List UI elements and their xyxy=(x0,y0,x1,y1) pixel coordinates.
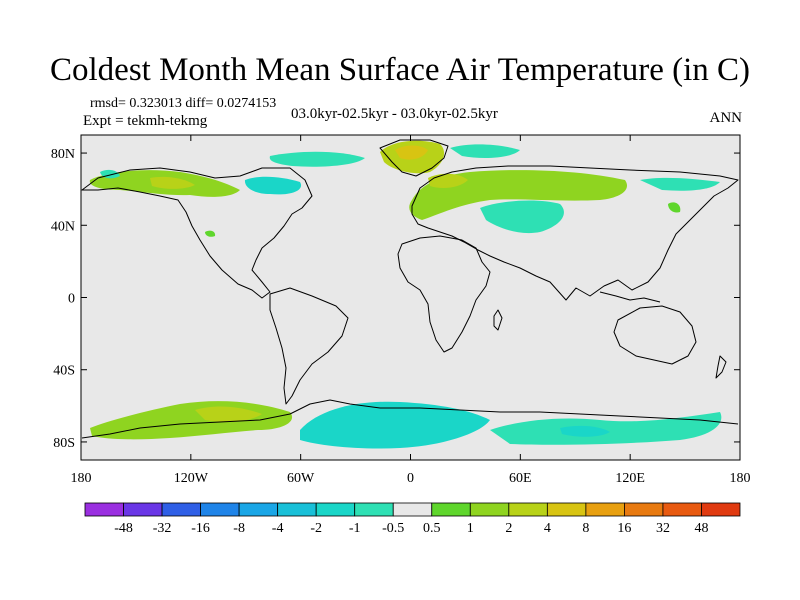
colorbar-label: -16 xyxy=(191,521,210,536)
colorbar-label: -32 xyxy=(153,521,172,536)
lat-tick-label: 0 xyxy=(68,292,75,307)
colorbar-label: -0.5 xyxy=(382,521,404,536)
coastlines xyxy=(81,139,739,439)
coast-indonesia xyxy=(599,291,661,303)
anomaly-canada-cool xyxy=(244,176,302,195)
experiment-label: Expt = tekmh-tekmg xyxy=(83,113,208,129)
anomaly-nam-patch xyxy=(205,230,216,237)
colorbar-swatch xyxy=(123,502,163,517)
anomaly-so-indian xyxy=(490,412,722,445)
lat-tick-label: 80S xyxy=(53,436,75,451)
colorbar-label: -2 xyxy=(310,521,322,536)
coast-antarctica xyxy=(81,399,739,439)
colorbar-swatch xyxy=(84,502,124,517)
coast-north-america xyxy=(81,167,313,299)
colorbar: -48 -32 -16 -8 -4 -2 -1 -0.5 0.5 1 2 4 8 16 32 48 xyxy=(84,502,741,536)
coast-australia xyxy=(613,305,697,365)
colorbar-label: 1 xyxy=(467,521,474,536)
colorbar-label: -1 xyxy=(349,521,361,536)
colorbar-swatch xyxy=(354,502,394,517)
lon-tick-label: 180 xyxy=(71,471,92,486)
colorbar-label: 48 xyxy=(694,521,708,536)
anomaly-svalbard-cool xyxy=(450,144,520,158)
lat-tick-label: 40N xyxy=(51,219,75,234)
coast-madagascar xyxy=(493,309,503,331)
colorbar-swatch xyxy=(701,502,741,517)
lat-tick-label: 40S xyxy=(53,364,75,379)
lon-tick-label: 180 xyxy=(730,471,751,486)
axis-ticks xyxy=(80,135,741,460)
lon-tick-label: 60W xyxy=(287,471,315,486)
colorbar-swatch xyxy=(469,502,510,517)
colorbar-swatch xyxy=(238,502,279,517)
axis-labels: 180 120W 60W 0 60E 120E 180 80N 40N 0 40S 80S xyxy=(51,147,751,486)
coast-africa xyxy=(397,235,491,353)
season-label: ANN xyxy=(709,110,743,126)
colorbar-label: 0.5 xyxy=(423,521,441,536)
colorbar-label: 8 xyxy=(582,521,589,536)
lon-tick-label: 0 xyxy=(407,471,414,486)
colorbar-label: 2 xyxy=(505,521,512,536)
map-title: Coldest Month Mean Surface Air Temperatu… xyxy=(50,52,750,88)
anomaly-alaska-core xyxy=(150,176,195,189)
lat-tick-label: 80N xyxy=(51,147,75,162)
lon-tick-label: 120E xyxy=(615,471,645,486)
colorbar-swatch xyxy=(546,502,587,517)
lon-tick-label: 60E xyxy=(509,471,532,486)
colorbar-label: 32 xyxy=(656,521,670,536)
anomaly-greenland-core xyxy=(395,145,428,160)
colorbar-label: -48 xyxy=(114,521,133,536)
coast-greenland xyxy=(379,139,449,177)
anomaly-scandinavia-core xyxy=(428,173,468,188)
colorbar-swatch xyxy=(624,502,664,517)
colorbar-swatch xyxy=(662,502,702,517)
colorbar-swatch xyxy=(585,502,625,517)
colorbar-swatch xyxy=(315,502,356,517)
coast-new-zealand xyxy=(715,355,727,379)
anomaly-arctic-cool xyxy=(269,151,365,167)
anomaly-so-pacific-core xyxy=(195,406,262,422)
anomaly-so-indian-cool xyxy=(560,425,610,437)
coast-south-america xyxy=(269,287,349,405)
anomaly-east-asia xyxy=(640,177,720,191)
colorbar-swatch xyxy=(431,502,471,517)
colorbar-label: -4 xyxy=(272,521,284,536)
colorbar-swatch xyxy=(508,502,548,517)
colorbar-swatch xyxy=(161,502,201,517)
colorbar-swatch xyxy=(277,502,317,517)
colorbar-label: -8 xyxy=(233,521,245,536)
period-label: 03.0kyr-02.5kyr - 03.0kyr-02.5kyr xyxy=(291,106,498,122)
anomaly-central-asia-cool xyxy=(480,200,564,234)
anomaly-japan xyxy=(668,202,681,213)
anomaly-so-atlantic xyxy=(300,401,490,449)
stats-label: rmsd= 0.323013 diff= 0.0274153 xyxy=(90,96,277,111)
colorbar-label: 16 xyxy=(617,521,631,536)
coast-eurasia xyxy=(411,165,739,301)
colorbar-swatch xyxy=(392,502,433,517)
colorbar-label: 4 xyxy=(544,521,551,536)
colorbar-swatch xyxy=(200,502,240,517)
lon-tick-label: 120W xyxy=(174,471,209,486)
